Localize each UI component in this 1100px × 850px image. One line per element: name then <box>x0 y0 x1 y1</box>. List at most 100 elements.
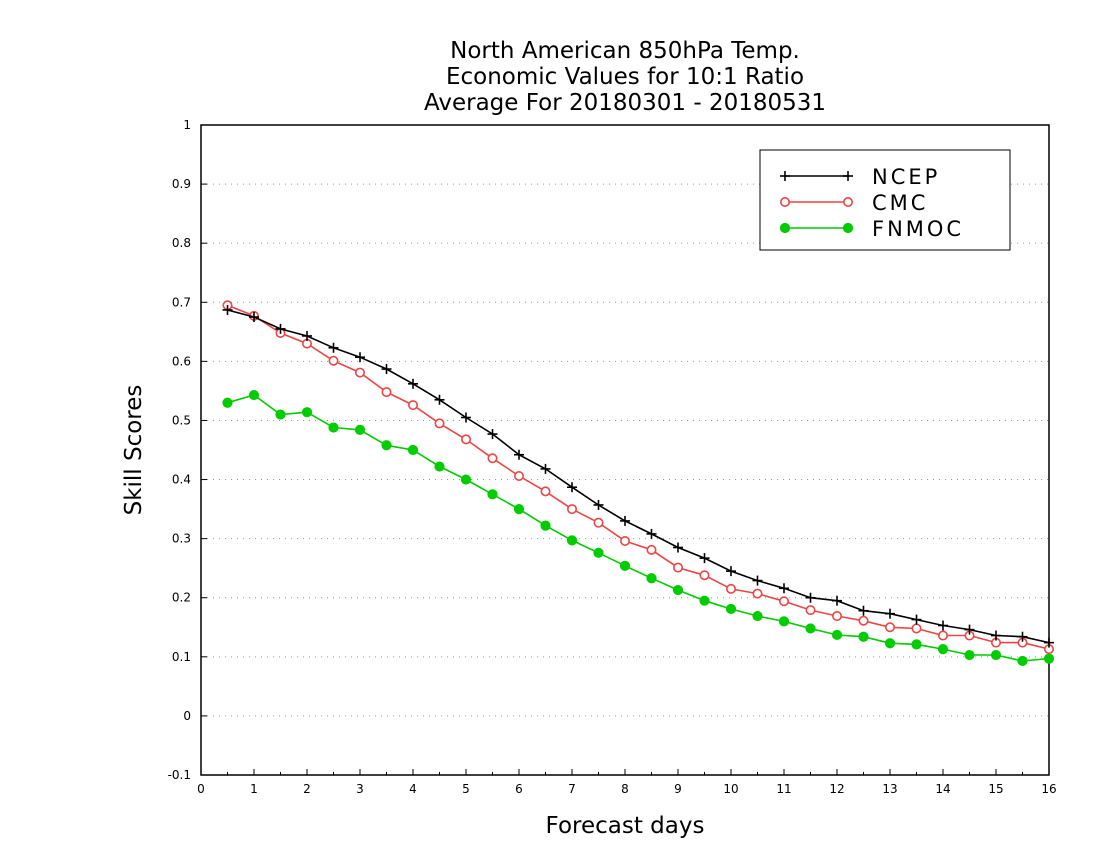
x-tick-label-13: 13 <box>882 782 897 796</box>
data-point-ncep <box>885 608 895 619</box>
legend-marker-end <box>843 171 853 181</box>
series-ncep <box>222 304 1054 648</box>
data-point-ncep <box>567 482 577 493</box>
y-axis-ticks: -0.1 0 0.1 0.2 0.3 0.4 0.5 0.6 0.7 0.8 0.9 1 <box>168 118 207 782</box>
x-axis-label: Forecast days <box>546 813 705 839</box>
data-point-ncep <box>408 378 418 389</box>
data-point-ncep <box>593 499 604 510</box>
data-point-ncep <box>514 449 524 460</box>
data-point-fnmoc <box>487 489 498 500</box>
series-fnmoc <box>222 389 1055 667</box>
data-point-cmc <box>805 605 816 616</box>
data-point-ncep <box>991 630 1001 641</box>
x-axis-ticks: 0 1 2 3 4 5 6 7 8 9 10 11 12 13 14 15 16 <box>197 769 1057 796</box>
series-line-cmc <box>227 304 1050 650</box>
y-tick-label-10: 0.9 <box>172 177 191 191</box>
y-tick-label-6: 0.5 <box>172 413 191 427</box>
data-point-fnmoc <box>1017 655 1028 667</box>
data-point-cmc <box>354 367 365 378</box>
x-tick-label-15: 15 <box>988 782 1003 796</box>
data-point-cmc <box>911 623 922 634</box>
data-point-fnmoc <box>460 474 472 485</box>
y-tick-label-5: 0.4 <box>172 473 191 487</box>
data-point-fnmoc <box>699 595 710 606</box>
data-point-ncep <box>805 592 816 603</box>
data-point-ncep <box>328 342 339 353</box>
data-point-fnmoc <box>778 616 790 627</box>
series-lines <box>222 300 1055 667</box>
data-point-cmc <box>513 470 524 481</box>
data-point-cmc <box>778 596 789 607</box>
data-point-ncep <box>1044 637 1054 648</box>
data-point-cmc <box>381 387 392 398</box>
data-point-fnmoc <box>990 649 1002 661</box>
data-point-fnmoc <box>831 629 843 641</box>
data-point-ncep <box>858 605 869 616</box>
data-point-cmc <box>487 453 498 464</box>
series-cmc <box>222 300 1055 655</box>
data-point-ncep <box>779 583 789 594</box>
data-point-cmc <box>566 504 577 515</box>
y-tick-label-3: 0.2 <box>172 591 191 605</box>
data-point-cmc <box>328 355 339 366</box>
data-point-cmc <box>858 615 869 626</box>
data-point-fnmoc <box>566 535 578 546</box>
data-point-fnmoc <box>1043 653 1055 664</box>
x-tick-label-5: 5 <box>462 782 470 796</box>
data-point-fnmoc <box>301 407 313 418</box>
legend-box <box>759 149 1011 251</box>
data-point-fnmoc <box>672 584 684 596</box>
x-tick-label-2: 2 <box>303 782 311 796</box>
x-tick-label-6: 6 <box>515 782 523 796</box>
y-axis-label: Skill Scores <box>121 385 147 516</box>
x-tick-label-0: 0 <box>197 782 205 796</box>
data-point-fnmoc <box>884 638 896 649</box>
y-tick-label-8: 0.7 <box>172 295 191 309</box>
data-point-ncep <box>699 553 710 564</box>
series-line-ncep <box>227 309 1050 644</box>
y-tick-label-7: 0.6 <box>172 354 191 368</box>
title-line-1: North American 850hPa Temp. <box>450 38 800 64</box>
legend-marker-start <box>780 171 790 181</box>
data-point-cmc <box>646 544 657 555</box>
data-point-cmc <box>407 400 418 411</box>
data-point-ncep <box>381 364 392 375</box>
data-point-ncep <box>832 595 842 606</box>
data-point-fnmoc <box>407 444 419 456</box>
y-tick-label-9: 0.8 <box>172 236 191 250</box>
data-point-ncep <box>752 575 763 586</box>
y-tick-label-2: 0.1 <box>172 650 191 664</box>
data-point-fnmoc <box>805 623 816 634</box>
legend-label-fnmoc: FNMOC <box>872 217 964 241</box>
data-point-fnmoc <box>964 649 975 661</box>
legend-marker-start <box>779 222 791 234</box>
data-point-ncep <box>302 330 312 341</box>
y-tick-label-1: 0 <box>183 709 191 723</box>
data-point-ncep <box>673 542 683 553</box>
data-point-fnmoc <box>619 560 631 571</box>
data-point-cmc <box>460 434 471 445</box>
data-point-cmc <box>619 535 630 546</box>
data-point-cmc <box>593 517 604 528</box>
data-point-fnmoc <box>275 409 286 420</box>
data-point-fnmoc <box>513 503 525 515</box>
data-point-ncep <box>222 304 233 315</box>
x-tick-label-4: 4 <box>409 782 417 796</box>
data-point-ncep <box>620 515 630 526</box>
data-point-fnmoc <box>248 389 260 401</box>
data-point-fnmoc <box>354 424 366 436</box>
data-point-fnmoc <box>328 422 339 433</box>
legend-marker-start <box>779 197 790 208</box>
data-point-cmc <box>434 418 445 429</box>
data-point-ncep <box>434 394 445 405</box>
legend-item-cmc: CMC <box>779 191 925 215</box>
data-point-ncep <box>275 323 286 334</box>
y-tick-label-11: 1 <box>183 118 191 132</box>
data-point-fnmoc <box>540 520 551 531</box>
legend-label-ncep: NCEP <box>872 165 940 189</box>
x-tick-label-14: 14 <box>935 782 950 796</box>
x-tick-label-1: 1 <box>250 782 258 796</box>
data-point-fnmoc <box>222 397 233 408</box>
data-point-fnmoc <box>593 547 604 558</box>
legend-marker-end <box>842 197 853 208</box>
